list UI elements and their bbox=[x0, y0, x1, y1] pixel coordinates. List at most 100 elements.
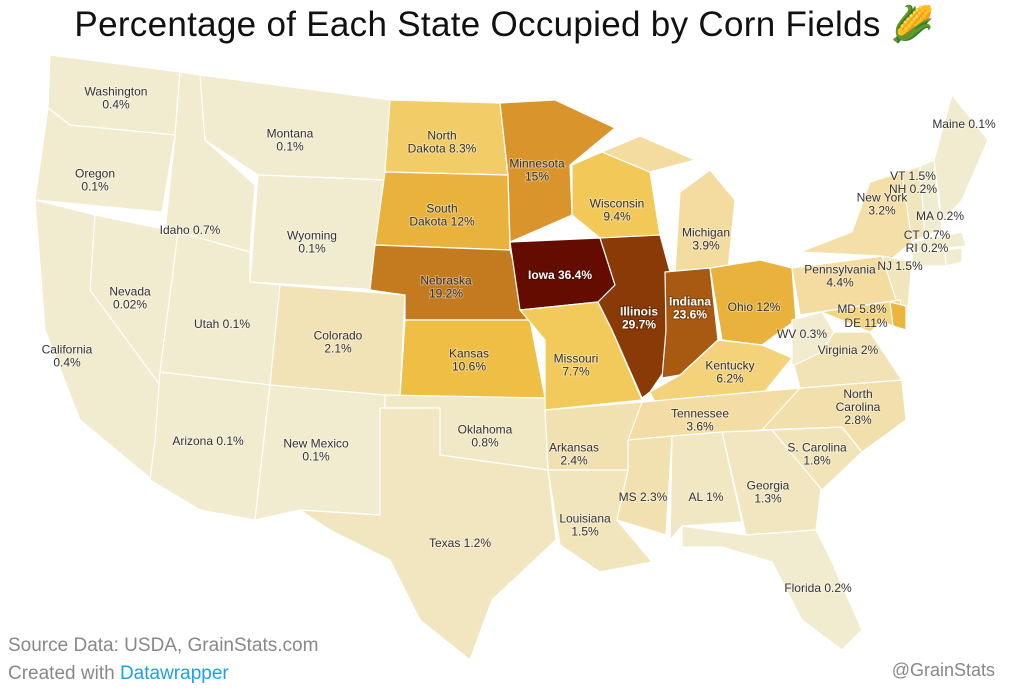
state-label-ga: Georgia 1.3% bbox=[747, 479, 790, 506]
state-me[interactable] bbox=[933, 94, 989, 223]
state-label-line: 9.4% bbox=[603, 210, 631, 224]
state-label-co: Colorado 2.1% bbox=[314, 329, 363, 356]
state-label-line: Louisiana bbox=[559, 512, 611, 526]
state-label-line: Ohio 12% bbox=[728, 300, 781, 314]
state-label-line: Florida 0.2% bbox=[784, 581, 852, 595]
source-note: Source Data: USDA, GrainStats.com bbox=[8, 635, 319, 656]
state-label-line: 0.4% bbox=[53, 356, 81, 370]
state-label-line: 0.1% bbox=[276, 140, 304, 154]
state-label-nv: Nevada 0.02% bbox=[109, 285, 151, 312]
state-label-line: RI 0.2% bbox=[906, 241, 949, 255]
state-label-fl: Florida 0.2% bbox=[784, 581, 852, 595]
state-label-or: Oregon 0.1% bbox=[75, 167, 115, 194]
state-label-ks: Kansas 10.6% bbox=[449, 347, 489, 374]
state-label-ny: New York 3.2% bbox=[857, 191, 909, 218]
state-label-line: 1.3% bbox=[754, 492, 782, 506]
state-label-line: Carolina bbox=[836, 400, 881, 414]
credit-line: Created with Datawrapper bbox=[8, 660, 318, 688]
state-label-de: DE 11% bbox=[844, 316, 887, 330]
state-label-wi: Wisconsin 9.4% bbox=[590, 197, 645, 224]
state-label-nd: North Dakota 8.3% bbox=[408, 129, 477, 156]
state-ri[interactable] bbox=[944, 247, 963, 267]
datawrapper-link[interactable]: Datawrapper bbox=[119, 663, 229, 684]
state-label-ca: California 0.4% bbox=[42, 343, 93, 370]
state-label-line: North bbox=[843, 387, 872, 401]
state-label-line: Nevada bbox=[109, 285, 151, 299]
state-mn[interactable] bbox=[499, 99, 616, 243]
state-label-sd: South Dakota 12% bbox=[409, 202, 475, 229]
state-label-line: Colorado bbox=[314, 329, 363, 343]
state-label-line: Nebraska bbox=[420, 274, 472, 288]
state-label-wy: Wyoming 0.1% bbox=[287, 229, 337, 256]
state-label-line: NH 0.2% bbox=[889, 182, 937, 196]
state-ms[interactable] bbox=[616, 435, 673, 536]
state-or[interactable] bbox=[34, 107, 176, 213]
state-label-line: Kansas bbox=[449, 347, 489, 361]
state-label-pa: Pennsylvania 4.4% bbox=[804, 263, 876, 290]
state-tx[interactable] bbox=[299, 407, 557, 661]
state-label-wa: Washington 0.4% bbox=[85, 85, 148, 112]
state-label-line: 0.4% bbox=[102, 98, 130, 112]
page-title: Percentage of Each State Occupied by Cor… bbox=[0, 4, 1009, 45]
state-il[interactable] bbox=[597, 234, 671, 399]
state-nh[interactable] bbox=[919, 159, 943, 237]
state-label-ia: Iowa 36.4% bbox=[528, 268, 592, 282]
author-handle: @GrainStats bbox=[891, 660, 995, 680]
state-mi[interactable] bbox=[601, 135, 696, 173]
state-ma[interactable] bbox=[911, 231, 967, 253]
state-de[interactable] bbox=[889, 301, 907, 331]
state-label-ri: RI 0.2% bbox=[906, 241, 949, 255]
state-label-line: Michigan bbox=[682, 226, 730, 240]
state-label-line: Montana bbox=[267, 127, 314, 141]
state-al[interactable] bbox=[669, 431, 743, 541]
state-label-line: Pennsylvania bbox=[804, 263, 876, 277]
state-label-line: Georgia bbox=[747, 479, 790, 493]
credit-prefix: Created with bbox=[8, 663, 115, 684]
state-label-line: 0.1% bbox=[81, 180, 109, 194]
state-label-la: Louisiana 1.5% bbox=[559, 512, 611, 539]
title-text: Percentage of Each State Occupied by Cor… bbox=[74, 5, 881, 44]
state-label-line: 4.4% bbox=[826, 276, 854, 290]
state-mi[interactable] bbox=[674, 169, 736, 273]
state-label-line: California bbox=[42, 343, 93, 357]
state-label-mt: Montana 0.1% bbox=[267, 127, 314, 154]
state-md[interactable] bbox=[799, 299, 907, 333]
state-label-mo: Missouri 7.7% bbox=[554, 352, 599, 379]
state-label-line: Wyoming bbox=[287, 229, 337, 243]
state-label-tx: Texas 1.2% bbox=[429, 536, 491, 550]
state-fl[interactable] bbox=[681, 525, 863, 651]
state-label-line: WV 0.3% bbox=[777, 327, 827, 341]
state-label-line: 19.2% bbox=[429, 287, 463, 301]
state-label-line: 10.6% bbox=[452, 360, 486, 374]
state-label-line: Tennessee bbox=[671, 407, 729, 421]
state-label-nm: New Mexico 0.1% bbox=[283, 437, 349, 464]
state-label-nh: NH 0.2% bbox=[889, 182, 937, 196]
state-wv[interactable] bbox=[791, 311, 835, 367]
state-label-line: 29.7% bbox=[622, 318, 656, 332]
state-label-line: 1.8% bbox=[803, 454, 831, 468]
state-label-line: 0.1% bbox=[302, 450, 330, 464]
state-label-line: Dakota 12% bbox=[409, 215, 475, 229]
state-label-ky: Kentucky 6.2% bbox=[705, 359, 754, 386]
state-label-line: S. Carolina bbox=[787, 441, 847, 455]
state-label-line: 2.8% bbox=[844, 413, 872, 427]
state-label-ms: MS 2.3% bbox=[619, 490, 668, 504]
state-label-line: Washington bbox=[85, 85, 148, 99]
state-label-wv: WV 0.3% bbox=[777, 327, 827, 341]
state-label-line: AL 1% bbox=[689, 490, 724, 504]
state-label-mn: Minnesota 15% bbox=[509, 157, 565, 184]
state-label-line: 23.6% bbox=[673, 308, 707, 322]
state-label-line: Utah 0.1% bbox=[194, 317, 250, 331]
state-label-line: Idaho 0.7% bbox=[160, 223, 221, 237]
state-label-oh: Ohio 12% bbox=[728, 300, 781, 314]
state-label-line: 3.6% bbox=[686, 420, 714, 434]
state-label-line: 1.5% bbox=[571, 525, 599, 539]
state-label-in: Indiana 23.6% bbox=[669, 295, 711, 322]
state-label-line: Oklahoma bbox=[458, 423, 513, 437]
state-label-vt: VT 1.5% bbox=[890, 169, 936, 183]
state-label-line: Illinois bbox=[620, 305, 658, 319]
state-label-line: 0.1% bbox=[298, 242, 326, 256]
state-label-line: Wisconsin bbox=[590, 197, 645, 211]
state-label-ct: CT 0.7% bbox=[904, 228, 951, 242]
state-label-line: MD 5.8% bbox=[837, 302, 887, 316]
